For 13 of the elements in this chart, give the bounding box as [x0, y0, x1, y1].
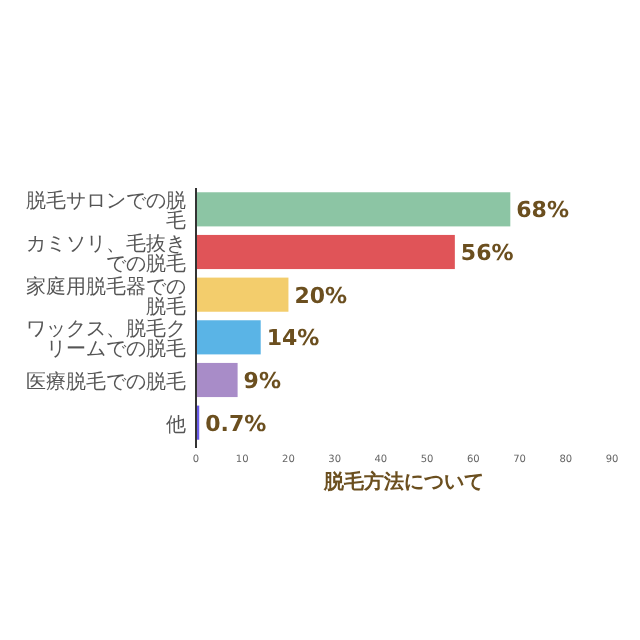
y-tick-label: ワックス、脱毛クリームでの脱毛	[26, 317, 186, 362]
data-label: 20%	[294, 282, 348, 309]
y-tick-label: 他	[166, 412, 186, 437]
y-tick-label: 脱毛サロンでの脱毛	[26, 189, 186, 234]
y-tick-label: 医療脱毛での脱毛	[26, 370, 186, 394]
data-label: 14%	[266, 325, 320, 352]
data-label: 56%	[460, 240, 514, 266]
data-label: 68%	[516, 197, 569, 224]
data-label: 9%	[243, 368, 281, 394]
data-label: 0.7%	[205, 410, 267, 437]
y-tick-label: カミソリ、毛抜きでの脱毛	[26, 232, 186, 276]
x-axis-title: 脱毛方法について	[322, 470, 484, 494]
y-tick-label: 家庭用脱毛器での脱毛	[26, 274, 186, 319]
